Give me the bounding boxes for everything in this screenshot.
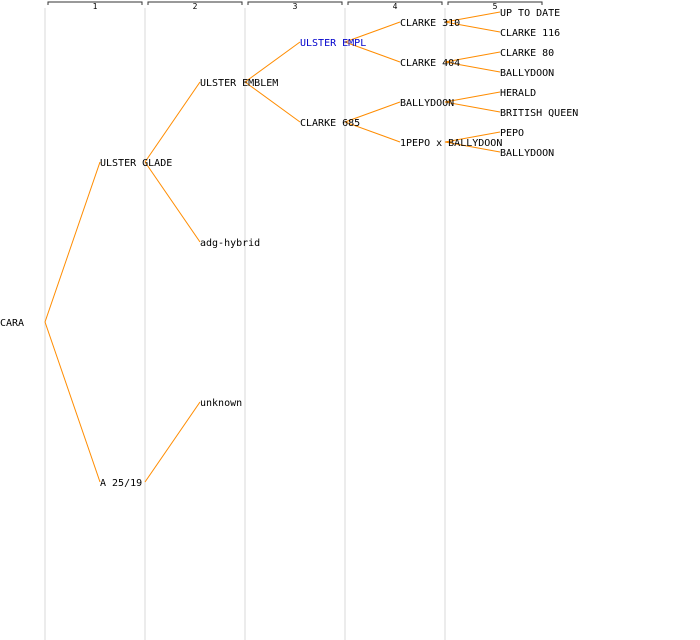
node-gen2-18: adg-hybrid xyxy=(200,238,260,249)
generation-bracket-3 xyxy=(247,1,343,5)
generation-number-2: 2 xyxy=(193,2,198,11)
generation-gridlines xyxy=(44,8,446,640)
generation-bracket-5 xyxy=(447,1,543,5)
edge-2-2 xyxy=(144,161,201,243)
generation-number-3: 3 xyxy=(293,2,298,11)
edge-19-1 xyxy=(144,401,201,483)
generation-number-4: 4 xyxy=(393,2,398,11)
node-gen2-3: ULSTER EMBLEM xyxy=(200,78,278,89)
generation-bracket-2 xyxy=(147,1,243,5)
node-gen4-5: CLARKE 310 xyxy=(400,18,460,29)
generation-number-5: 5 xyxy=(493,2,498,11)
edge-8-2 xyxy=(444,61,501,73)
generation-bracket-1 xyxy=(47,1,143,5)
node-gen5-9: CLARKE 80 xyxy=(500,48,554,59)
edge-15-1 xyxy=(444,131,501,143)
pedigree-nodes: CARA ULSTER GLADE ULSTER EMBLEM ULSTER EMPL… xyxy=(0,8,578,489)
edge-8-1 xyxy=(444,51,501,63)
edge-4-1 xyxy=(344,21,401,43)
node-gen5-17: BALLYDOON xyxy=(500,148,554,159)
edge-11-1 xyxy=(344,101,401,123)
edge-2-1 xyxy=(144,81,201,163)
node-gen3-4[interactable]: ULSTER EMPL xyxy=(300,38,366,49)
edge-3-2 xyxy=(244,81,301,123)
node-gen0-1: CARA xyxy=(0,318,24,329)
node-gen5-6: UP TO DATE xyxy=(500,8,560,19)
node-gen1-19: A 25/19 xyxy=(100,478,142,489)
pedigree-edges xyxy=(44,11,501,483)
edge-12-1 xyxy=(444,91,501,103)
node-gen5-13: HERALD xyxy=(500,88,536,99)
node-gen4-12: BALLYDOON xyxy=(400,98,454,109)
generation-number-1: 1 xyxy=(93,2,98,11)
edge-1-2 xyxy=(44,321,101,483)
node-gen5-10: BALLYDOON xyxy=(500,68,554,79)
node-gen2-20: unknown xyxy=(200,398,242,409)
edge-5-1 xyxy=(444,11,501,23)
edge-5-2 xyxy=(444,21,501,33)
edge-3-1 xyxy=(244,41,301,83)
node-gen5-7: CLARKE 116 xyxy=(500,28,560,39)
node-gen1-2: ULSTER GLADE xyxy=(100,158,172,169)
edge-1-1 xyxy=(44,161,101,323)
node-gen4-8: CLARKE 404 xyxy=(400,58,460,69)
edge-11-2 xyxy=(344,121,401,143)
edge-15-2 xyxy=(444,141,501,153)
node-gen5-14: BRITISH QUEEN xyxy=(500,108,578,119)
generation-header: 1 2 3 4 5 xyxy=(47,1,543,11)
edge-12-2 xyxy=(444,101,501,113)
edge-4-2 xyxy=(344,41,401,63)
node-gen4-15: 1PEPO x BALLYDOON xyxy=(400,138,502,149)
generation-bracket-4 xyxy=(347,1,443,5)
node-gen5-16: PEPO xyxy=(500,128,524,139)
node-gen3-11: CLARKE 685 xyxy=(300,118,360,129)
